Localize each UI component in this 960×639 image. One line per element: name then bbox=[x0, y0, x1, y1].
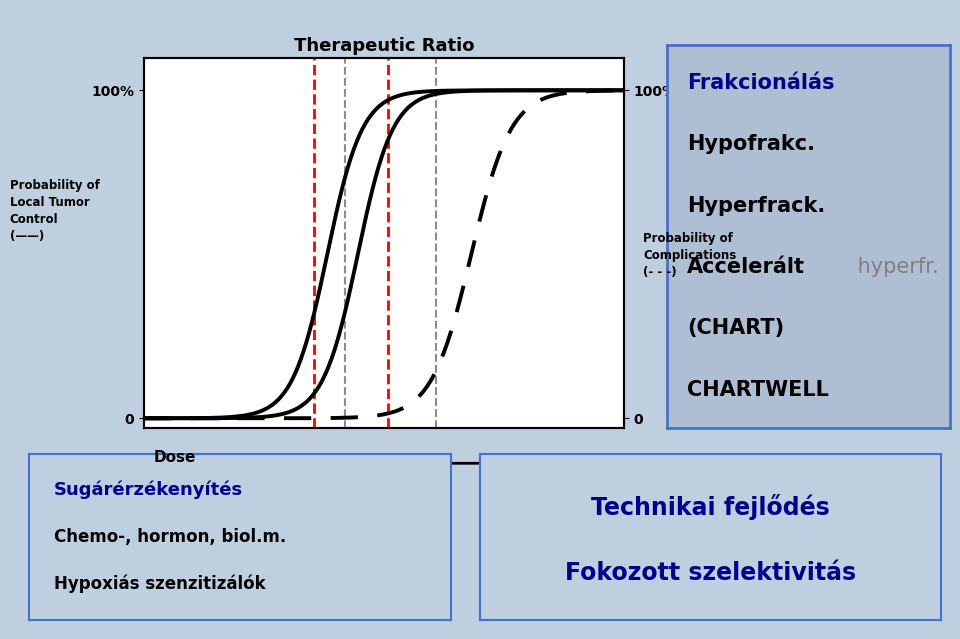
Text: hyperfr.: hyperfr. bbox=[852, 257, 939, 277]
Text: Probability of
Local Tumor
Control
(——): Probability of Local Tumor Control (——) bbox=[10, 179, 100, 243]
Text: Fokozott szelektivitás: Fokozott szelektivitás bbox=[564, 561, 856, 585]
Text: Probability of
Complications
(- - -): Probability of Complications (- - -) bbox=[643, 232, 736, 279]
Text: Hypofrakc.: Hypofrakc. bbox=[687, 134, 815, 155]
Text: CHARTWELL: CHARTWELL bbox=[687, 380, 828, 400]
Text: Frakcionálás: Frakcionálás bbox=[687, 73, 834, 93]
Text: Sugárérzékenyítés: Sugárérzékenyítés bbox=[54, 481, 243, 500]
Text: Hypoxiás szenzitizálók: Hypoxiás szenzitizálók bbox=[54, 574, 266, 592]
Text: (CHART): (CHART) bbox=[687, 318, 784, 339]
Text: Dose: Dose bbox=[154, 450, 196, 465]
Title: Therapeutic Ratio: Therapeutic Ratio bbox=[294, 36, 474, 54]
Text: Chemo-, hormon, biol.m.: Chemo-, hormon, biol.m. bbox=[54, 528, 286, 546]
Text: Technikai fejlődés: Technikai fejlődés bbox=[591, 494, 829, 520]
Text: Accelerált: Accelerált bbox=[687, 257, 805, 277]
Text: Hyperfrack.: Hyperfrack. bbox=[687, 196, 826, 216]
